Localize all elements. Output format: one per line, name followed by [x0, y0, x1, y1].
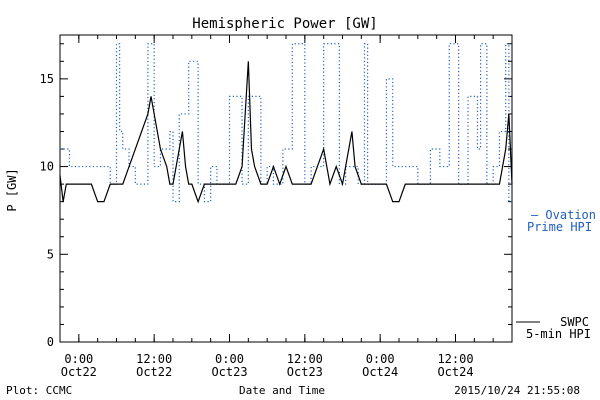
x-tick-label-date: Oct22: [136, 365, 172, 379]
chart-title: Hemispheric Power [GW]: [192, 16, 377, 32]
ovation-prime-line: [60, 43, 512, 203]
x-tick-label-date: Oct23: [287, 365, 323, 379]
x-tick-label-time: 12:00: [287, 352, 323, 366]
y-axis-label: P [GW]: [5, 168, 19, 211]
plot-credit: Plot: CCMC: [6, 384, 72, 397]
series-ovation-prime-hpi: [60, 43, 512, 203]
x-tick-label-date: Oct22: [61, 365, 97, 379]
x-tick-label-time: 12:00: [437, 352, 473, 366]
x-tick-label-time: 12:00: [136, 352, 172, 366]
axes: 0510150:00Oct2212:00Oct220:00Oct2312:00O…: [40, 34, 513, 379]
legend-swpc-line2: 5-min HPI: [526, 327, 591, 341]
legend-ovation-line1: — Ovation: [531, 208, 596, 222]
series-swpc-5min-hpi: [59, 61, 513, 204]
y-tick-label: 15: [40, 72, 54, 86]
plot-timestamp: 2015/10/24 21:55:08: [454, 384, 580, 397]
y-tick-label: 10: [40, 160, 54, 174]
x-tick-label-time: 0:00: [366, 352, 395, 366]
x-tick-label-date: Oct23: [211, 365, 247, 379]
x-tick-label-time: 0:00: [215, 352, 244, 366]
x-tick-label-date: Oct24: [362, 365, 398, 379]
x-tick-label-date: Oct24: [437, 365, 473, 379]
y-tick-label: 5: [47, 247, 54, 261]
legend-ovation-line2: Prime HPI: [527, 220, 592, 234]
legend-swpc-line1: SWPC: [560, 315, 589, 329]
plot-frame: [59, 34, 513, 343]
swpc-line: [59, 61, 513, 204]
y-tick-label: 0: [47, 335, 54, 349]
x-tick-label-time: 0:00: [64, 352, 93, 366]
x-axis-label: Date and Time: [239, 384, 325, 397]
